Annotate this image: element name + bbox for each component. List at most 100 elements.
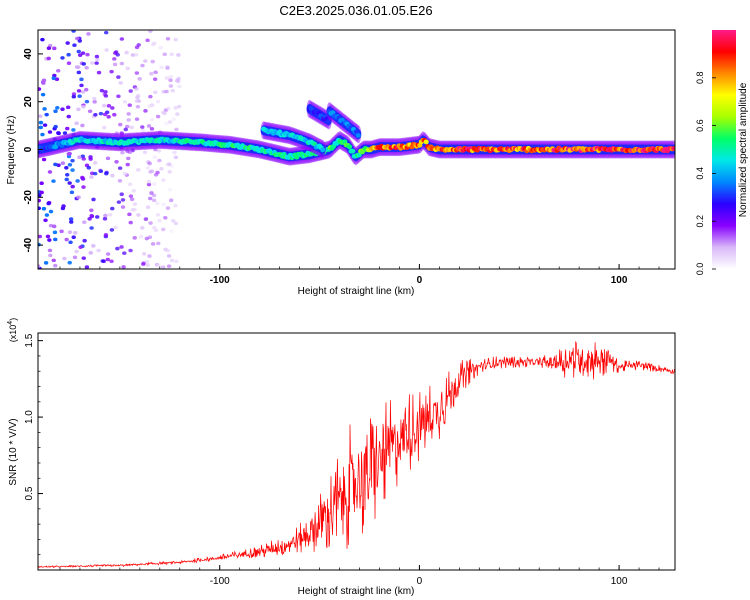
- snr-x-ticks: -100 0 100: [59, 565, 660, 587]
- heatmap-noise-cell: [140, 128, 146, 132]
- heatmap-noise-cell: [118, 122, 123, 127]
- heatmap-noise-cell: [43, 218, 48, 223]
- heatmap-noise-cell: [147, 104, 152, 108]
- heatmap-noise-cell: [38, 264, 41, 268]
- heatmap-noise-cell: [128, 220, 133, 225]
- heatmap-branch-core: [320, 147, 326, 153]
- heatmap-noise-cell: [71, 94, 77, 99]
- heatmap-noise-cell: [125, 162, 130, 167]
- heatmap-noise-cell: [95, 57, 100, 62]
- heatmap-noise-cell: [67, 230, 73, 234]
- heatmap-noise-cell: [51, 258, 56, 263]
- heatmap-noise-cell: [66, 61, 72, 65]
- heatmap-noise-cell: [132, 236, 137, 240]
- heatmap-noise-cell: [65, 105, 71, 110]
- heatmap-noise-cell: [88, 157, 93, 161]
- heatmap-noise-cell: [164, 76, 170, 80]
- colorbar-tick-label: 0.2: [695, 215, 705, 228]
- heatmap-noise-cell: [61, 204, 66, 208]
- heatmap-noise-cell: [102, 216, 108, 221]
- heatmap-noise-cell: [122, 251, 127, 255]
- heatmap-noise-cell: [148, 94, 153, 99]
- heatmap-noise-cell: [145, 263, 150, 267]
- heatmap-noise-cell: [53, 237, 58, 242]
- heatmap-noise-cell: [65, 41, 70, 45]
- heatmap-noise-cell: [161, 202, 166, 207]
- heatmap-noise-cell: [43, 261, 49, 265]
- spectrogram-x-tick-label: 100: [611, 275, 628, 286]
- heatmap-noise-cell: [68, 240, 73, 245]
- heatmap-noise-cell: [76, 49, 81, 54]
- heatmap-noise-cell: [169, 258, 175, 263]
- heatmap-noise-cell: [64, 177, 69, 182]
- heatmap-noise-cell: [132, 202, 138, 206]
- heatmap-noise-cell: [114, 159, 119, 164]
- heatmap-noise-cell: [151, 198, 157, 203]
- heatmap-noise-cell: [79, 83, 84, 88]
- heatmap-noise-cell: [60, 56, 65, 60]
- heatmap-noise-cell: [87, 109, 93, 114]
- heatmap-noise-cell: [102, 112, 108, 117]
- heatmap-noise-cell: [141, 262, 146, 266]
- heatmap-noise-cell: [66, 52, 71, 57]
- heatmap-noise-cell: [94, 61, 99, 65]
- spectrogram-x-tick-label: 0: [417, 275, 423, 286]
- heatmap-noise-cell: [98, 169, 104, 174]
- heatmap-noise-cell: [133, 52, 139, 57]
- heatmap-noise-cell: [86, 165, 91, 170]
- heatmap-noise-cell: [75, 36, 80, 41]
- heatmap-noise-cell: [148, 221, 153, 225]
- snr-y-scale-base: (x10: [8, 325, 18, 343]
- heatmap-noise-cell: [69, 190, 75, 195]
- heatmap-noise-cell: [148, 30, 153, 33]
- heatmap-noise-cell: [152, 77, 158, 81]
- heatmap-noise-cell: [165, 206, 171, 210]
- snr-x-tick-label: 0: [417, 576, 423, 587]
- heatmap-noise-cell: [40, 37, 45, 42]
- heatmap-noise-cell: [71, 30, 76, 33]
- heatmap-noise-cell: [126, 156, 131, 161]
- heatmap-noise-cell: [60, 107, 65, 111]
- heatmap-noise-cell: [144, 259, 150, 264]
- spectrogram-x-ticks: -100 0 100: [59, 264, 660, 286]
- heatmap-noise-cell: [164, 89, 169, 94]
- heatmap-noise-cell: [85, 52, 90, 57]
- heatmap-noise-cell: [171, 117, 176, 122]
- heatmap-noise-cell: [84, 265, 90, 269]
- heatmap-noise-cell: [47, 248, 53, 253]
- heatmap-noise-cell: [104, 171, 109, 176]
- heatmap-noise-cell: [162, 111, 167, 116]
- heatmap-noise-cell: [89, 226, 94, 230]
- heatmap-noise-cell: [137, 77, 142, 81]
- heatmap-noise-cell: [39, 190, 44, 195]
- heatmap-noise-cell: [125, 124, 130, 129]
- heatmap-noise-cell: [153, 90, 158, 95]
- colorbar: 0.0 0.2 0.4 0.6 0.8 Normalized spectral ampl…: [695, 30, 749, 275]
- heatmap-noise-cell: [166, 254, 172, 258]
- figure-title: C2E3.2025.036.01.05.E26: [279, 3, 432, 18]
- heatmap-noise-cell: [127, 182, 133, 187]
- heatmap-noise-cell: [91, 197, 96, 202]
- heatmap-noise-cell: [145, 166, 151, 170]
- heatmap-noise-cell: [160, 265, 166, 269]
- heatmap-noise-cell: [123, 127, 128, 132]
- heatmap-noise-cell: [175, 112, 180, 116]
- heatmap-noise-cell: [122, 171, 128, 176]
- heatmap-noise-cell: [102, 125, 107, 130]
- heatmap-noise-cell: [65, 126, 70, 131]
- colorbar-tick-label: 0.6: [695, 119, 705, 132]
- heatmap-noise-cell: [168, 74, 174, 79]
- heatmap-noise-cell: [118, 81, 123, 85]
- heatmap-noise-cell: [146, 182, 152, 187]
- heatmap-noise-cell: [53, 162, 58, 167]
- heatmap-noise-cell: [168, 78, 173, 83]
- heatmap-noise-cell: [157, 218, 162, 223]
- heatmap-noise-cell: [99, 88, 105, 93]
- colorbar-label: Normalized spectral amplitude: [738, 82, 749, 217]
- heatmap-noise-cell: [88, 251, 93, 255]
- colorbar-tick-label: 0.8: [695, 72, 705, 85]
- heatmap-noise-cell: [41, 157, 47, 162]
- heatmap-noise-cell: [112, 112, 117, 117]
- heatmap-noise-cell: [74, 121, 79, 125]
- colorbar-ticks: 0.0 0.2 0.4 0.6 0.8: [695, 72, 716, 275]
